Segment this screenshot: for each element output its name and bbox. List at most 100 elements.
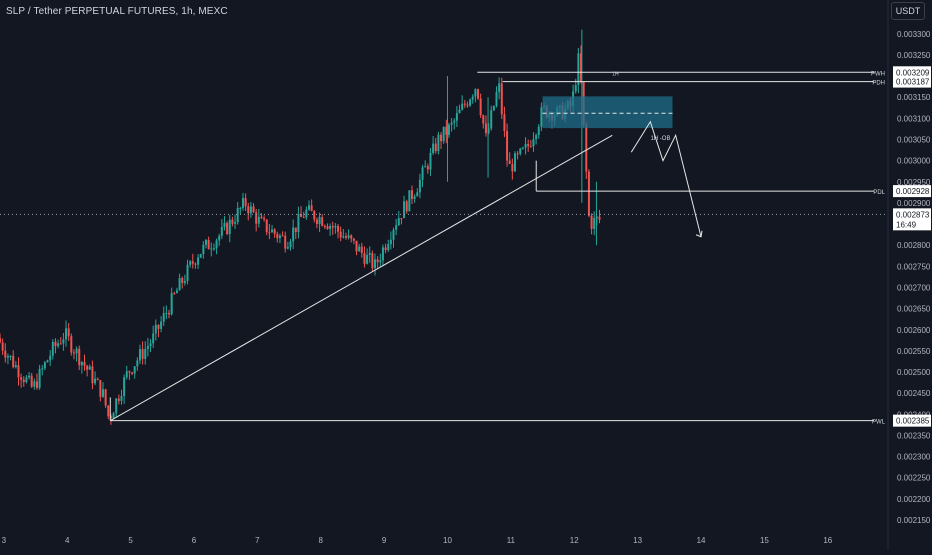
candle-body [96, 378, 99, 381]
candle-body [374, 259, 377, 269]
candle-body [255, 212, 258, 224]
price-tick: 0.002900 [897, 199, 931, 208]
candle-body [477, 89, 480, 99]
candle-body [141, 349, 144, 359]
candle-body [133, 366, 136, 374]
candle-body [300, 213, 303, 217]
current-price-value: 0.002873 [896, 210, 930, 219]
candle-body [263, 218, 266, 220]
candle-body [65, 328, 68, 340]
candle-body [78, 348, 81, 366]
candle-body [416, 192, 419, 197]
candle-body [440, 134, 443, 142]
candle-body [376, 259, 379, 263]
time-axis[interactable]: 3 4 5 6 7 8 9 10 11 12 13 14 15 16 [2, 536, 833, 545]
candle-body [574, 85, 577, 92]
candle-body [28, 375, 31, 378]
candle-body [59, 343, 62, 345]
level-label-pwh: PWH 0.003209 [871, 66, 931, 79]
candle-body [17, 365, 20, 378]
level-label-pwl: PWL 0.002385 [872, 414, 931, 427]
candle-body [226, 223, 229, 235]
time-tick: 3 [2, 536, 7, 545]
candle-body [577, 53, 580, 86]
candle-body [474, 89, 477, 97]
candle-body [173, 293, 176, 295]
candle-body [210, 248, 213, 250]
candle-body [25, 377, 28, 383]
price-tick: 0.002450 [897, 389, 931, 398]
time-tick: 13 [633, 536, 642, 545]
price-axis[interactable]: 0.002150 0.002200 0.002250 0.002300 0.002350… [897, 30, 931, 525]
candle-body [442, 126, 445, 142]
candle-body [228, 219, 231, 235]
candle-body [392, 229, 395, 240]
candle-body [128, 371, 131, 373]
level-label-pdl: PDL 0.002928 [873, 185, 931, 198]
candle-body [506, 131, 509, 161]
candle-body [0, 338, 1, 343]
candle-body [107, 405, 110, 417]
candle-body [371, 253, 374, 269]
price-tick: 0.003250 [897, 51, 931, 60]
price-tick: 0.002150 [897, 516, 931, 525]
price-tick: 0.003050 [897, 136, 931, 145]
candle-body [12, 355, 15, 368]
candle-body [418, 179, 421, 193]
time-tick: 15 [760, 536, 769, 545]
candle-body [75, 348, 78, 354]
level-value: 0.002928 [896, 187, 930, 196]
candle-body [358, 246, 361, 252]
candle-body [4, 350, 7, 358]
price-tick: 0.003300 [897, 30, 931, 39]
candle-body [294, 227, 297, 232]
drawings-layer: 1H -OB 1H [0, 71, 888, 422]
candle-body [223, 223, 226, 227]
candle-body [186, 264, 189, 281]
candle-body [181, 278, 184, 283]
candle-body [310, 205, 313, 212]
candle-body [249, 206, 252, 214]
candle-body [54, 341, 57, 347]
time-tick: 4 [65, 536, 70, 545]
candle-body [72, 352, 75, 354]
candle-body [199, 253, 202, 258]
candle-body [244, 198, 247, 207]
currency-button[interactable]: USDT [891, 2, 925, 20]
candle-body [131, 372, 134, 374]
price-tick: 0.002750 [897, 262, 931, 271]
candle-body [83, 361, 86, 366]
candle-body [273, 229, 276, 234]
candle-body [466, 104, 469, 106]
candle-body [487, 128, 490, 134]
candle-body [516, 153, 519, 155]
countdown-value: 16:49 [896, 220, 917, 229]
candle-body [109, 416, 112, 419]
candle-body [160, 321, 163, 329]
candle-body [80, 361, 83, 366]
candle-body [389, 239, 392, 245]
candle-body [347, 235, 350, 238]
candle-body [99, 380, 102, 397]
candle-body [519, 148, 522, 154]
time-tick: 12 [570, 536, 579, 545]
candle-body [183, 280, 186, 283]
candle-body [381, 247, 384, 261]
time-tick: 10 [443, 536, 452, 545]
candle-body [355, 240, 358, 252]
candle-body [535, 135, 538, 140]
candle-body [598, 216, 601, 220]
candle-body [527, 144, 530, 147]
candle-body [191, 261, 194, 264]
candle-body [590, 215, 593, 229]
price-tick: 0.002500 [897, 368, 931, 377]
candle-body [342, 236, 345, 238]
candle-body [247, 206, 250, 214]
candle-body [321, 217, 324, 226]
price-tick: 0.002300 [897, 453, 931, 462]
candle-body [593, 217, 596, 229]
candle-body [471, 96, 474, 100]
